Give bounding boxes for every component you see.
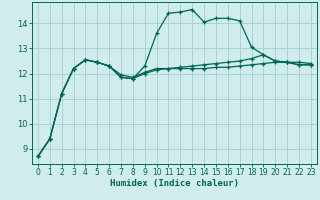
X-axis label: Humidex (Indice chaleur): Humidex (Indice chaleur) — [110, 179, 239, 188]
